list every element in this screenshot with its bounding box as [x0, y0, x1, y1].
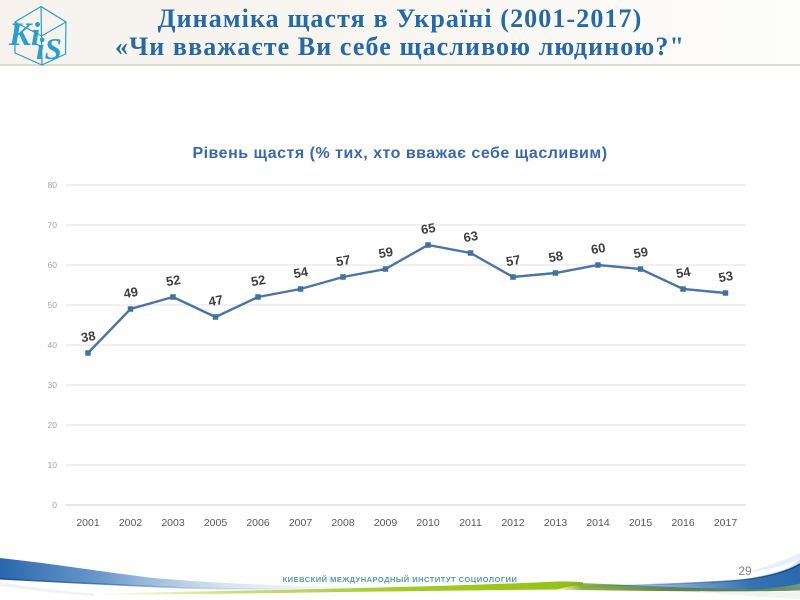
- svg-text:2005: 2005: [204, 517, 228, 529]
- svg-text:2002: 2002: [119, 517, 143, 529]
- svg-text:2011: 2011: [459, 517, 482, 529]
- svg-text:50: 50: [48, 300, 58, 310]
- svg-text:58: 58: [547, 248, 564, 265]
- svg-text:2008: 2008: [331, 517, 355, 529]
- svg-text:49: 49: [122, 284, 139, 301]
- svg-text:60: 60: [48, 260, 58, 270]
- svg-text:40: 40: [48, 340, 58, 350]
- svg-text:54: 54: [675, 264, 693, 281]
- svg-text:53: 53: [717, 268, 734, 285]
- svg-text:2009: 2009: [374, 517, 398, 529]
- svg-text:Ki: Ki: [8, 17, 41, 53]
- svg-text:10: 10: [48, 460, 58, 470]
- svg-text:70: 70: [48, 220, 58, 230]
- svg-text:57: 57: [335, 252, 352, 269]
- svg-text:2014: 2014: [586, 517, 610, 529]
- svg-text:63: 63: [462, 228, 479, 245]
- svg-text:59: 59: [632, 244, 649, 261]
- svg-text:2003: 2003: [161, 517, 185, 529]
- svg-text:80: 80: [48, 180, 58, 190]
- svg-text:54: 54: [292, 264, 310, 281]
- svg-text:2016: 2016: [671, 517, 695, 529]
- svg-text:30: 30: [48, 380, 58, 390]
- svg-text:2017: 2017: [714, 517, 738, 529]
- svg-text:2001: 2001: [76, 517, 100, 529]
- svg-text:38: 38: [80, 328, 97, 345]
- svg-text:57: 57: [505, 252, 522, 269]
- svg-text:2012: 2012: [501, 517, 525, 529]
- svg-text:47: 47: [207, 292, 224, 309]
- svg-text:2015: 2015: [629, 517, 653, 529]
- svg-text:59: 59: [377, 244, 394, 261]
- svg-text:52: 52: [165, 272, 182, 289]
- svg-text:2006: 2006: [246, 517, 270, 529]
- svg-text:2007: 2007: [289, 517, 313, 529]
- svg-text:60: 60: [590, 240, 607, 257]
- svg-text:65: 65: [420, 220, 437, 237]
- svg-text:52: 52: [250, 272, 267, 289]
- svg-text:20: 20: [48, 420, 58, 430]
- svg-text:2010: 2010: [416, 517, 440, 529]
- svg-text:0: 0: [52, 500, 57, 510]
- svg-text:iS: iS: [36, 31, 62, 66]
- svg-text:2013: 2013: [544, 517, 568, 529]
